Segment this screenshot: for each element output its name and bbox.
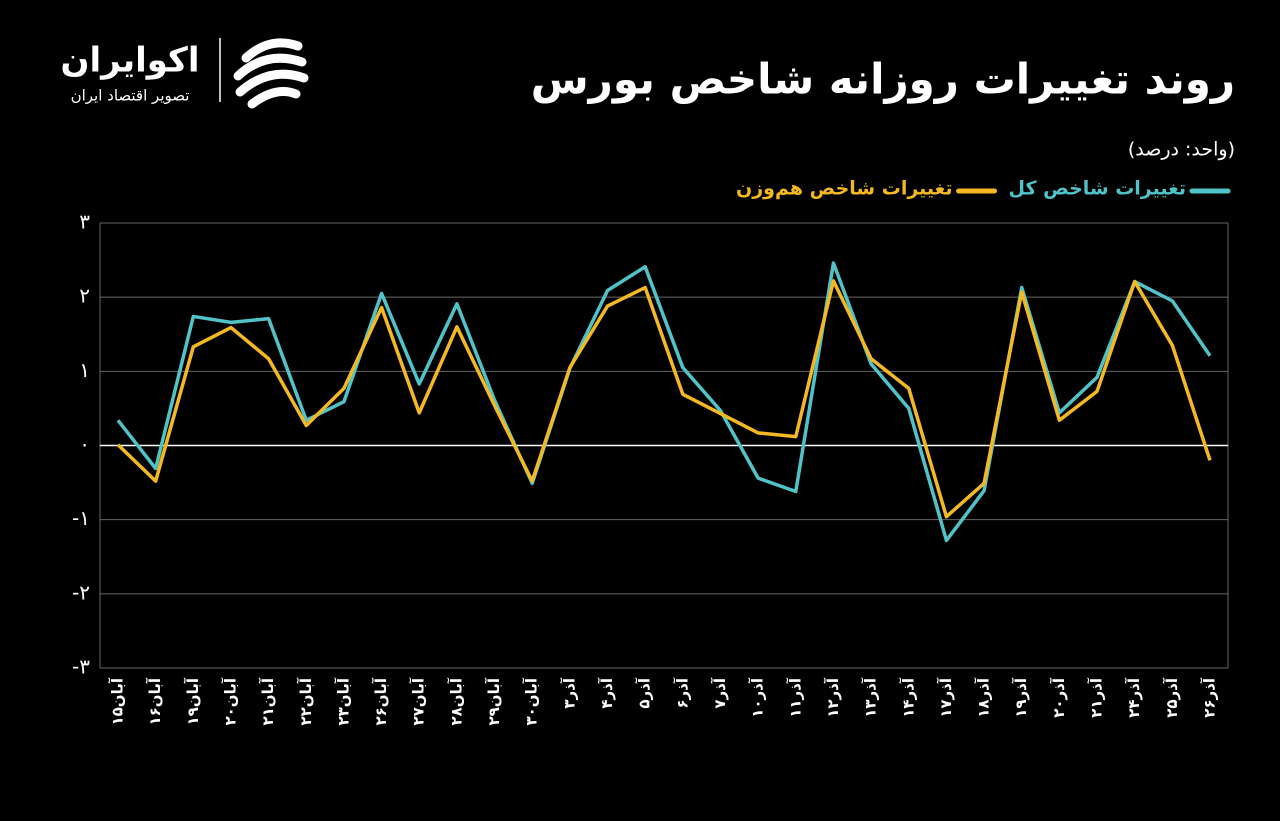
chart-title: روند تغییرات روزانه شاخص بورس [531, 55, 1235, 105]
x-tick-label: آبان۲۹ [485, 677, 503, 725]
x-tick-label: آبان۱۶ [146, 677, 164, 725]
y-tick-label: ۰ [79, 432, 90, 456]
y-tick-label: ۱ [79, 358, 90, 382]
x-tick-label: آذر۳ [560, 677, 578, 708]
logo-icon [233, 38, 309, 109]
x-tick-label: آذر۴ [598, 677, 616, 708]
x-tick-label: آبان۱۹ [184, 677, 202, 725]
x-tick-label: آذر۱۲ [824, 677, 842, 718]
x-tick-label: آبان۱۵ [109, 677, 127, 725]
x-tick-label: آذر۱۸ [975, 677, 993, 718]
x-tick-label: آذر۲۱ [1088, 677, 1106, 718]
x-tick-label: آبان۲۶ [372, 677, 390, 725]
x-tick-label: آذر۲۴ [1125, 677, 1143, 718]
brand-tagline: تصویر اقتصاد ایران [71, 87, 190, 105]
x-tick-label: آبان۲۱ [259, 677, 277, 725]
y-tick-label: ۳ [79, 210, 90, 234]
y-tick-label: -۱ [72, 506, 90, 530]
x-tick-label: آذر۱۰ [749, 677, 767, 718]
legend-label: تغییرات شاخص هم‌وزن [736, 178, 953, 200]
x-tick-label: آبان۳۰ [523, 677, 541, 725]
x-tick-label: آبان۲۳ [334, 677, 352, 725]
x-tick-label: آذر۵ [636, 677, 654, 708]
x-tick-label: آذر۱۱ [786, 677, 804, 718]
x-tick-label: آذر۲۵ [1163, 677, 1181, 718]
x-tick-label: آذر۲۶ [1201, 677, 1219, 718]
x-tick-label: آذر۱۴ [899, 677, 917, 718]
brand-name: اکوایران [61, 41, 200, 81]
x-tick-label: آذر۱۳ [862, 677, 880, 718]
data-line [116, 261, 1212, 543]
y-tick-label: -۲ [72, 580, 90, 604]
x-tick-label: آذر۲۰ [1050, 677, 1068, 718]
x-tick-label: آذر۱۹ [1012, 677, 1030, 718]
x-tick-label: آبان۲۷ [410, 677, 428, 725]
x-tick-label: آذر۷ [711, 677, 729, 708]
x-tick-label: آبان۲۲ [297, 677, 315, 725]
x-tick-label: آبان۲۰ [221, 677, 239, 725]
chart-subtitle: (واحد: درصد) [1128, 139, 1235, 161]
legend-label: تغییرات شاخص کل [1009, 178, 1186, 200]
y-tick-label: ۲ [79, 284, 90, 308]
y-tick-label: -۳ [72, 655, 90, 679]
data-line [116, 279, 1212, 519]
x-tick-label: آذر۱۷ [937, 677, 955, 718]
x-tick-label: آذر۶ [673, 677, 691, 708]
x-tick-label: آبان۲۸ [447, 677, 465, 725]
